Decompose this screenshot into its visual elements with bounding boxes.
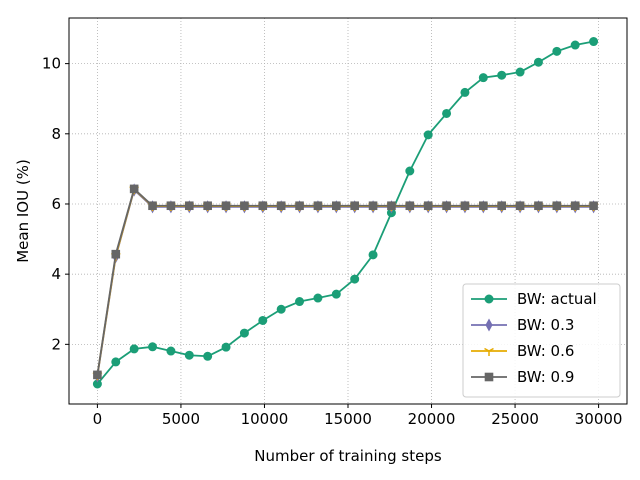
- data-point: [129, 344, 139, 354]
- data-point: [295, 201, 304, 211]
- data-point: [368, 250, 378, 260]
- x-axis-label: Number of training steps: [254, 447, 442, 465]
- data-point: [478, 73, 488, 83]
- data-point: [258, 315, 268, 325]
- data-point: [497, 70, 507, 80]
- data-point: [166, 201, 176, 211]
- y-tick-label: 4: [51, 265, 61, 283]
- data-point: [350, 274, 360, 284]
- series-line: [96, 187, 594, 376]
- data-point: [148, 201, 157, 211]
- data-point: [570, 201, 580, 211]
- legend-item: BW: actual: [471, 290, 597, 308]
- x-axis-ticks: 0 5000 10000 15000 20000 25000 30000: [93, 404, 623, 428]
- legend-box: [462, 283, 621, 398]
- data-point: [387, 201, 396, 211]
- data-point: [258, 201, 268, 211]
- y-tick-label: 8: [51, 125, 61, 143]
- data-point: [479, 201, 488, 211]
- data-point: [221, 342, 231, 352]
- series-3: [93, 184, 598, 380]
- data-point: [589, 201, 598, 211]
- data-point: [405, 201, 415, 211]
- data-point: [534, 201, 543, 211]
- data-point: [93, 370, 102, 380]
- series-layer: [92, 37, 599, 389]
- data-point: [442, 201, 451, 211]
- data-point: [111, 249, 121, 259]
- data-point: [515, 67, 525, 77]
- legend-item: BW: 0.9: [471, 368, 574, 386]
- data-point: [239, 328, 249, 338]
- x-tick-label: 30000: [575, 410, 623, 428]
- data-point: [129, 184, 139, 194]
- legend-marker: [484, 372, 494, 382]
- data-point: [552, 201, 562, 211]
- series-line: [96, 40, 594, 385]
- data-point: [184, 350, 194, 360]
- data-point: [276, 304, 286, 314]
- data-point: [332, 201, 341, 211]
- y-tick-label: 2: [51, 335, 61, 353]
- data-point: [405, 166, 415, 176]
- legend-label: BW: actual: [517, 290, 597, 308]
- legend-marker: [484, 347, 494, 356]
- data-point: [203, 201, 212, 211]
- data-point: [589, 37, 599, 47]
- y-axis-label: Mean IOU (%): [14, 159, 32, 263]
- data-point: [111, 357, 121, 367]
- x-tick-label: 5000: [162, 410, 200, 428]
- data-point: [313, 293, 323, 303]
- y-tick-label: 6: [51, 195, 61, 213]
- data-point: [313, 201, 323, 211]
- data-point: [515, 201, 525, 211]
- legend-marker: [485, 318, 493, 332]
- data-point: [570, 40, 580, 50]
- legend-item: BW: 0.6: [471, 342, 574, 360]
- x-tick-label: 20000: [408, 410, 456, 428]
- data-point: [368, 201, 378, 211]
- data-point: [276, 201, 286, 211]
- legend-label: BW: 0.3: [517, 316, 574, 334]
- x-tick-label: 0: [93, 410, 103, 428]
- y-tick-label: 10: [42, 55, 61, 73]
- data-point: [331, 289, 341, 299]
- legend-label: BW: 0.6: [517, 342, 574, 360]
- data-point: [497, 201, 507, 211]
- data-point: [423, 201, 433, 211]
- legend: BW: actual BW: 0.3 BW: 0.6 BW: 0.9: [462, 283, 621, 398]
- data-point: [552, 46, 562, 56]
- series-0: [92, 37, 599, 389]
- data-point: [350, 201, 359, 211]
- y-axis-ticks: 2 4 6 8 10: [42, 55, 69, 353]
- data-point: [423, 130, 433, 140]
- data-point: [221, 201, 231, 211]
- data-point: [184, 201, 194, 211]
- data-point: [460, 201, 470, 211]
- legend-marker: [484, 294, 494, 304]
- x-tick-label: 25000: [491, 410, 539, 428]
- data-point: [460, 87, 470, 97]
- data-point: [295, 297, 305, 307]
- data-point: [166, 346, 176, 356]
- x-tick-label: 15000: [324, 410, 372, 428]
- x-tick-label: 10000: [241, 410, 289, 428]
- data-point: [442, 108, 452, 118]
- data-point: [148, 342, 158, 352]
- data-point: [203, 351, 213, 361]
- data-point: [240, 201, 249, 211]
- legend-label: BW: 0.9: [517, 368, 574, 386]
- legend-item: BW: 0.3: [471, 316, 574, 334]
- data-point: [533, 57, 543, 67]
